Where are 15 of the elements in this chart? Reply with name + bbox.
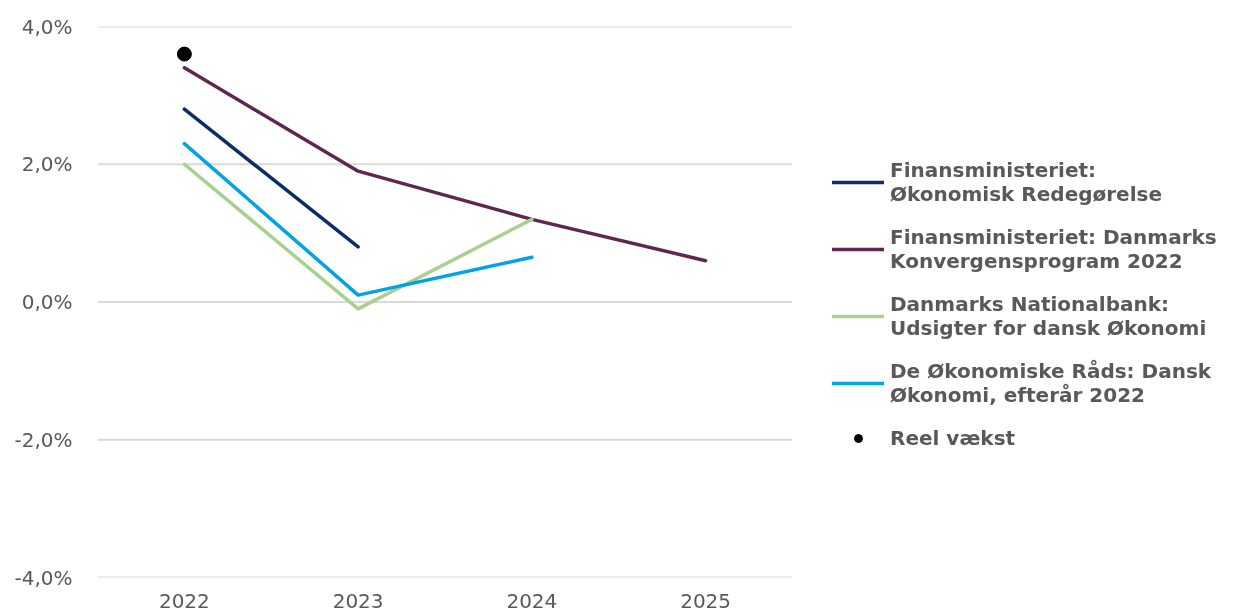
x-tick-label: 2023: [332, 588, 384, 613]
x-tick-label: 2024: [506, 588, 558, 613]
legend-label: Finansministeriet: Økonomisk Redegørelse: [890, 158, 1163, 206]
legend-label: Reel vækst: [890, 426, 1016, 450]
line-series: [182, 66, 708, 263]
y-tick-label: 0,0%: [21, 290, 73, 314]
y-tick-label: -2,0%: [14, 427, 73, 452]
legend-label: De Økonomiske Råds: Dansk Økonomi, efterår 2022: [890, 359, 1212, 407]
legend-label: Danmarks Nationalbank: Udsigter for dansk Økonomi: [890, 292, 1207, 340]
y-tick-label: 4,0%: [21, 14, 73, 39]
y-tick-label: -4,0%: [14, 565, 73, 590]
x-tick-label: 2022: [158, 588, 210, 613]
x-tick-label: 2025: [680, 588, 732, 613]
legend-label: Finansministeriet: Danmarks Konvergensprogram 2022: [890, 225, 1217, 273]
y-tick-label: 2,0%: [21, 152, 73, 177]
